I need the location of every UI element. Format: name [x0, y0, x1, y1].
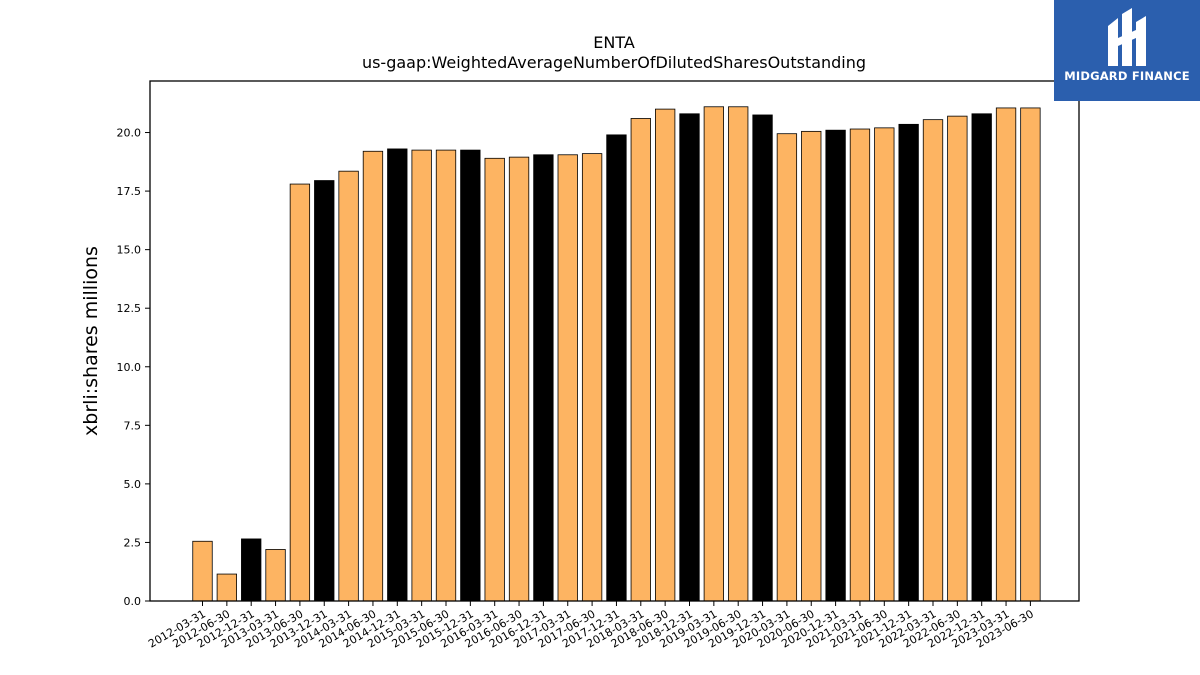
midgard-logo-icon — [1108, 8, 1146, 66]
y-axis-label: xbrli:shares millions — [80, 246, 102, 436]
bar-2020-06-30 — [801, 130, 822, 602]
y-tick-label: 5.0 — [124, 478, 142, 491]
y-tick-label: 20.0 — [117, 127, 142, 140]
bar-2021-06-30 — [874, 127, 895, 602]
bar-2014-06-30 — [362, 150, 384, 602]
y-axis-ticks: 0.0 2.5 5.0 7.5 10.0 12.5 15.0 17.5 20.0 — [117, 127, 150, 608]
bar-2015-12-31 — [460, 149, 481, 602]
bar-2019-12-31 — [752, 114, 773, 602]
bar-2012-03-31 — [192, 540, 213, 602]
bar-2012-06-30 — [216, 573, 238, 602]
bar-2018-12-31 — [679, 113, 700, 602]
chart-title: ENTA — [593, 33, 635, 52]
bar-2013-06-30 — [289, 183, 311, 602]
bar-2019-06-30 — [728, 106, 749, 602]
bar-2022-03-31 — [922, 119, 944, 602]
bar-2015-06-30 — [435, 149, 457, 602]
plot-frame — [149, 80, 1080, 602]
bar-2016-06-30 — [508, 156, 530, 602]
y-tick-label: 10.0 — [117, 361, 142, 374]
bar-2013-03-31 — [265, 549, 286, 602]
bar-2020-03-31 — [776, 133, 798, 602]
bar-2015-03-31 — [411, 149, 432, 602]
bar-2023-06-30 — [1020, 107, 1041, 602]
bar-2016-03-31 — [484, 157, 505, 602]
x-axis-ticks: 2012-03-312012-06-302012-12-312013-03-31… — [146, 601, 1036, 651]
y-tick-label: 17.5 — [117, 185, 142, 198]
bar-2014-12-31 — [387, 148, 408, 602]
bar-2017-12-31 — [606, 134, 627, 602]
bar-2013-12-31 — [314, 180, 335, 602]
y-tick-label: 0.0 — [124, 595, 142, 608]
y-tick-label: 2.5 — [124, 536, 142, 549]
bar-2018-03-31 — [630, 118, 651, 602]
bar-2016-12-31 — [533, 154, 554, 602]
y-tick-label: 15.0 — [117, 244, 142, 257]
bar-2023-03-31 — [995, 107, 1017, 602]
bar-2017-06-30 — [581, 153, 603, 602]
y-tick-label: 12.5 — [117, 302, 142, 315]
bar-2020-12-31 — [825, 129, 846, 602]
bar-2018-06-30 — [655, 108, 676, 602]
bar-2021-12-31 — [898, 123, 919, 602]
bars — [192, 106, 1041, 602]
bar-2022-06-30 — [947, 115, 968, 602]
midgard-finance-logo: MIDGARD FINANCE — [1054, 0, 1200, 101]
bar-2022-12-31 — [971, 113, 992, 602]
y-tick-label: 7.5 — [124, 419, 142, 432]
bar-2014-03-31 — [338, 170, 359, 602]
logo-text: MIDGARD FINANCE — [1064, 69, 1190, 83]
bar-2021-03-31 — [849, 128, 871, 602]
chart-subtitle: us-gaap:WeightedAverageNumberOfDilutedSh… — [362, 53, 866, 72]
bar-2017-03-31 — [557, 154, 578, 602]
bar-2019-03-31 — [703, 106, 724, 602]
bar-2012-12-31 — [241, 538, 262, 602]
